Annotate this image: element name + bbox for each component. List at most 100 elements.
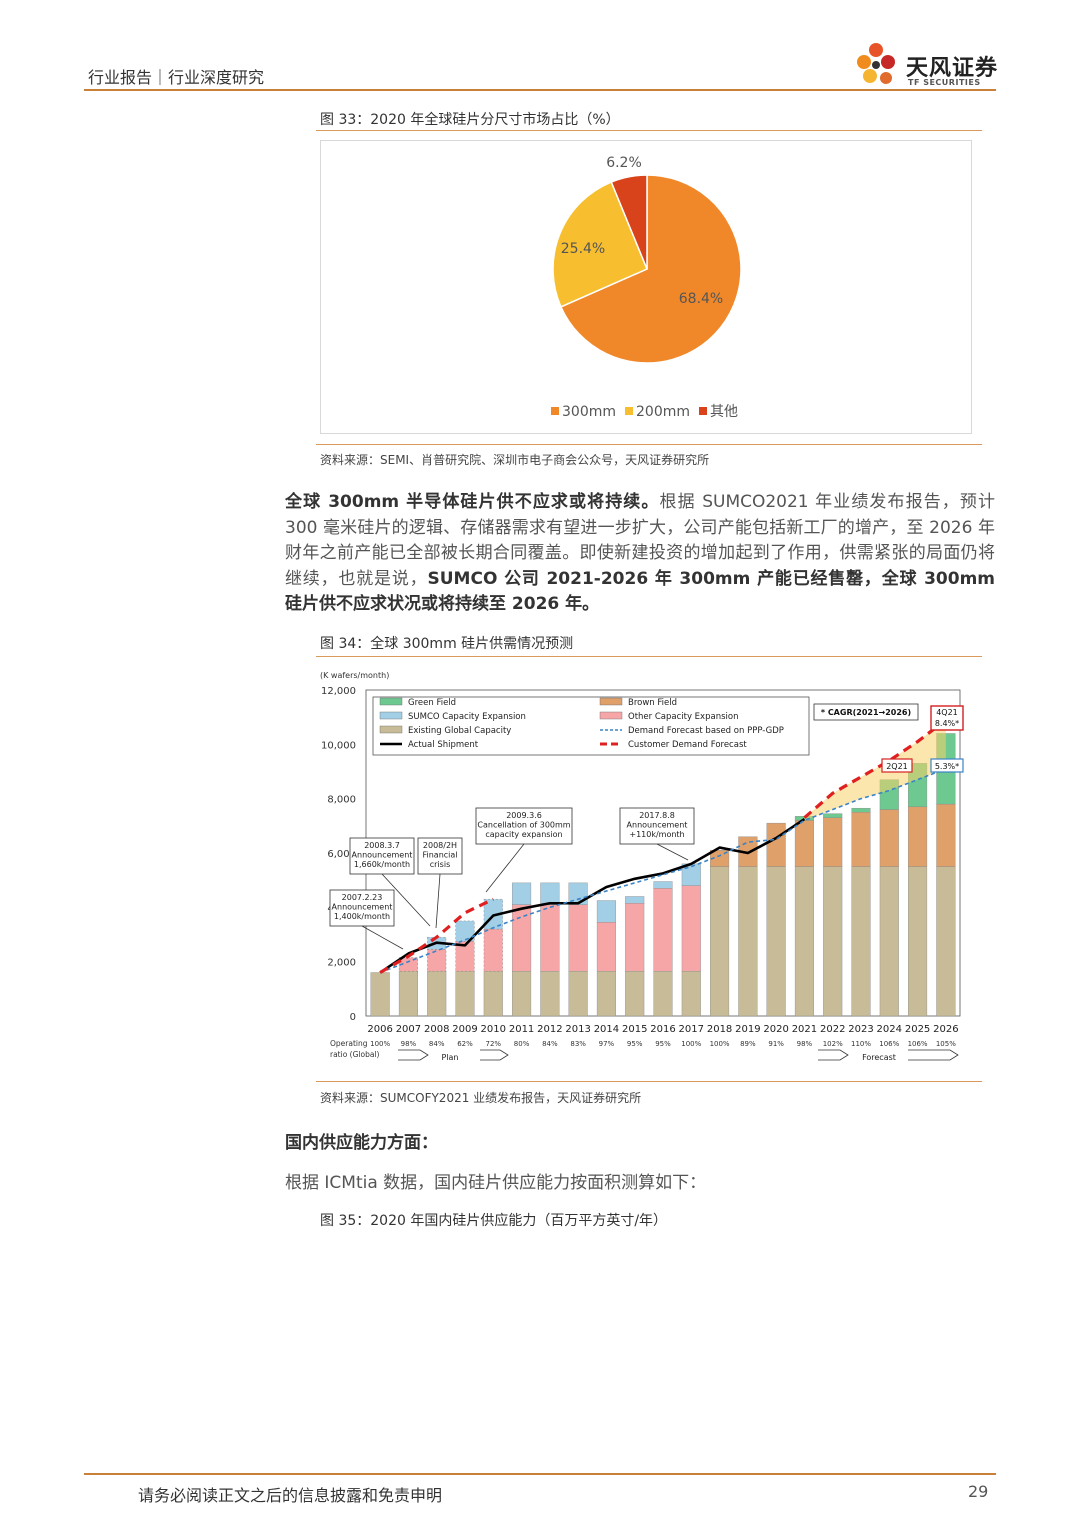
- callout-text: capacity expansion: [485, 830, 562, 839]
- x-tick-label: 2016: [650, 1024, 675, 1035]
- legend-swatch: [379, 697, 403, 706]
- x-tick-label: 2019: [735, 1024, 760, 1035]
- bar-segment-existing-global-capacity: [625, 970, 645, 1017]
- page-number: 29: [968, 1482, 989, 1501]
- line-demand-forecast-based-on-ppp-gdp: [379, 768, 947, 974]
- legend-label: Customer Demand Forecast: [628, 740, 747, 750]
- operating-ratio-value: 97%: [599, 1040, 615, 1048]
- bar-segment-sumco-capacity-expansion: [512, 882, 532, 905]
- operating-ratio-value: 106%: [908, 1040, 928, 1048]
- bar-segment-existing-global-capacity: [794, 866, 814, 1017]
- operating-ratio-value: 84%: [542, 1040, 558, 1048]
- pie-legend-label: 300mm: [562, 404, 616, 420]
- company-logo: 天风证券 TF SECURITIES: [848, 38, 998, 90]
- section-heading: 国内供应能力方面：: [285, 1133, 438, 1153]
- callout-text: Cancellation of 300mm: [477, 821, 570, 830]
- y-tick-label: 2,000: [327, 958, 356, 969]
- section-intro-text: 根据 ICMtia 数据，国内硅片供应能力按面积测算如下：: [285, 1173, 707, 1193]
- tag-2q21-box: [881, 758, 913, 773]
- operating-ratio-value: 105%: [936, 1040, 956, 1048]
- bar-segment-existing-global-capacity: [879, 866, 899, 1017]
- paragraph-conclusion-bold: SUMCO 公司 2021-2026 年 300mm 产能已经售罄，全球 300…: [285, 568, 996, 615]
- bar-segment-sumco-capacity-expansion: [455, 920, 475, 942]
- operating-ratio-value: 98%: [401, 1040, 417, 1048]
- operating-ratio-value: 80%: [514, 1040, 530, 1048]
- callout-text: 2008.3.7: [364, 841, 400, 850]
- bar-segment-existing-global-capacity: [681, 970, 701, 1017]
- callout-pointer: [435, 873, 441, 929]
- x-tick-label: 2012: [537, 1024, 562, 1035]
- x-tick-label: 2010: [481, 1024, 506, 1035]
- plan-label: Plan: [441, 1053, 458, 1062]
- bar-segment-existing-global-capacity: [653, 970, 673, 1017]
- bar-segment-other-capacity-expansion: [540, 904, 560, 972]
- operating-ratio-value: 72%: [486, 1040, 502, 1048]
- bar-segment-existing-global-capacity: [766, 866, 786, 1017]
- footer-disclaimer: 请务必阅读正文之后的信息披露和免责申明: [138, 1486, 443, 1505]
- callout-box: [349, 837, 415, 875]
- bar-segment-sumco-capacity-expansion: [625, 896, 645, 904]
- callout-text: crisis: [430, 860, 450, 869]
- callout-text: 1,660k/month: [354, 860, 410, 869]
- callout-text: Announcement: [352, 851, 413, 860]
- legend-swatch: [599, 697, 623, 706]
- bar-segment-other-capacity-expansion: [625, 903, 645, 972]
- callout-pointer: [656, 843, 689, 861]
- x-tick-label: 2013: [565, 1024, 590, 1035]
- paragraph-lead-bold: 全球 300mm 半导体硅片供不应求或将持续。: [285, 492, 660, 512]
- bar-segment-existing-global-capacity: [398, 970, 418, 1017]
- y-tick-label: 0: [350, 1012, 356, 1023]
- legend-label: Other Capacity Expansion: [628, 712, 738, 722]
- body-paragraph: 全球 300mm 半导体硅片供不应求或将持续。根据 SUMCO2021 年业绩发…: [285, 490, 995, 618]
- bar-segment-existing-global-capacity: [851, 866, 871, 1017]
- figure-33-source: 资料来源：SEMI、肖普研究院、深圳市电子商会公众号，天风证券研究所: [320, 453, 710, 467]
- forecast-range-band: [804, 719, 946, 821]
- tag-ppp-box: [930, 758, 964, 773]
- logo-chinese-name: 天风证券: [906, 56, 999, 81]
- operating-ratio-value: 95%: [627, 1040, 643, 1048]
- callout-text: Financial: [422, 851, 457, 860]
- bar-segment-existing-global-capacity: [596, 970, 616, 1017]
- pie-legend-label: 其他: [710, 404, 738, 420]
- x-tick-label: 2007: [396, 1024, 421, 1035]
- bar-segment-green-field: [823, 813, 843, 818]
- x-tick-label: 2017: [679, 1024, 704, 1035]
- figure-35-title: 图 35：2020 年国内硅片供应能力（百万平方英寸/年）: [320, 1213, 668, 1229]
- bar-segment-green-field: [851, 807, 871, 813]
- report-category: 行业报告｜行业深度研究: [88, 68, 265, 87]
- line-customer-demand-forecast: [379, 718, 947, 974]
- cagr-label: * CAGR(2021→2026): [821, 708, 911, 717]
- figure-33-title: 图 33：2020 年全球硅片分尺寸市场占比（%）: [320, 112, 620, 128]
- header-divider: [84, 89, 996, 91]
- x-tick-label: 2006: [367, 1024, 392, 1035]
- x-tick-label: 2014: [594, 1024, 619, 1035]
- legend-label: Actual Shipment: [408, 740, 479, 750]
- legend-swatch: [599, 711, 623, 720]
- forecast-arrow-right: [908, 1049, 959, 1061]
- bar-segment-existing-global-capacity: [427, 970, 447, 1017]
- bar-segment-other-capacity-expansion: [568, 904, 588, 972]
- callout-text: 2017.8.8: [639, 811, 675, 820]
- figure-33-rule: [316, 130, 982, 131]
- y-axis-unit: (K wafers/month): [320, 671, 389, 680]
- bar-segment-sumco-capacity-expansion: [653, 881, 673, 889]
- y-tick-label: 10,000: [321, 740, 356, 751]
- forecast-arrow-left: [818, 1049, 849, 1061]
- operating-ratio-value: 100%: [710, 1040, 730, 1048]
- pie-slice-其他: [610, 174, 648, 270]
- bar-segment-existing-global-capacity: [908, 866, 928, 1017]
- x-tick-label: 2025: [905, 1024, 930, 1035]
- legend-swatch: [379, 725, 403, 734]
- operating-ratio-value: 84%: [429, 1040, 445, 1048]
- legend-label: SUMCO Capacity Expansion: [408, 712, 526, 722]
- operating-ratio-value: 62%: [457, 1040, 473, 1048]
- pie-legend-swatch: [551, 407, 559, 415]
- bar-segment-existing-global-capacity: [823, 866, 843, 1017]
- operating-ratio-label: Operating: [330, 1039, 368, 1048]
- callout-text: +110k/month: [629, 830, 684, 839]
- bar-segment-brown-field: [823, 817, 843, 867]
- operating-ratio-value: 100%: [370, 1040, 390, 1048]
